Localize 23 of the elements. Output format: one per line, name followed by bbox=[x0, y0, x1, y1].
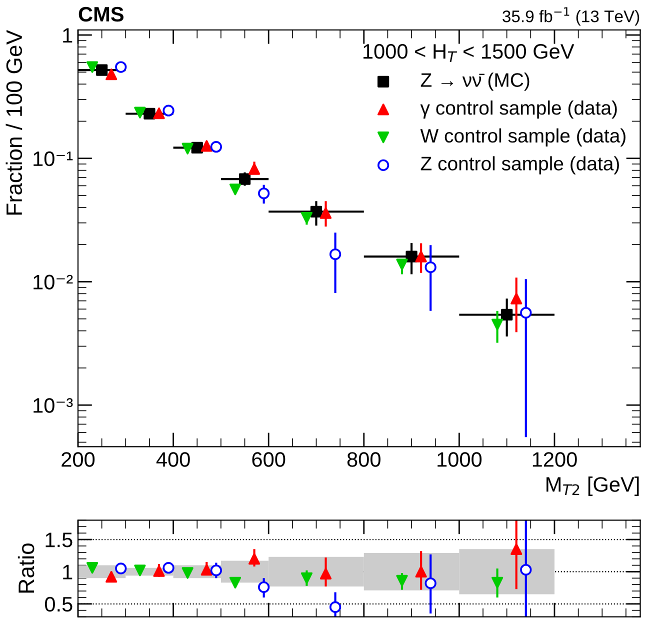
legend-label: W control sample (data) bbox=[420, 128, 626, 146]
y-tick-label: 1 bbox=[63, 28, 72, 43]
legend-label: γ control sample (data) bbox=[420, 100, 617, 119]
legend-label: Z control sample (data) bbox=[420, 156, 619, 174]
x-tick-label: 1000 bbox=[438, 452, 482, 467]
chart-title: CMS bbox=[78, 6, 124, 22]
x-axis-title: M$_{T2}$ [GeV] bbox=[546, 476, 639, 496]
y-tick-label: 1 bbox=[63, 564, 72, 580]
legend-title: 1000 < H$_{T}$ < 1500 GeV bbox=[364, 44, 574, 62]
x-tick-label: 800 bbox=[347, 452, 380, 467]
y-tick-label: 10⁻³ bbox=[34, 398, 73, 413]
legend-label: Z → νν̄ (MC) bbox=[420, 72, 530, 91]
y-axis-title: Ratio bbox=[18, 543, 34, 593]
y-axis-title: Fraction / 100 GeV bbox=[6, 30, 22, 215]
y-tick-label: 1.5 bbox=[46, 532, 72, 548]
x-tick-label: 400 bbox=[156, 452, 190, 467]
x-tick-label: 200 bbox=[62, 452, 95, 467]
chart-subtitle: 35.9 fb$^{−1}$ (13 TeV) bbox=[502, 7, 640, 26]
y-tick-label: 0.5 bbox=[44, 596, 72, 612]
x-tick-label: 1200 bbox=[532, 452, 577, 467]
y-tick-label: 10⁻² bbox=[34, 274, 73, 290]
y-tick-label: 10⁻¹ bbox=[34, 151, 73, 166]
x-tick-label: 600 bbox=[252, 452, 286, 467]
